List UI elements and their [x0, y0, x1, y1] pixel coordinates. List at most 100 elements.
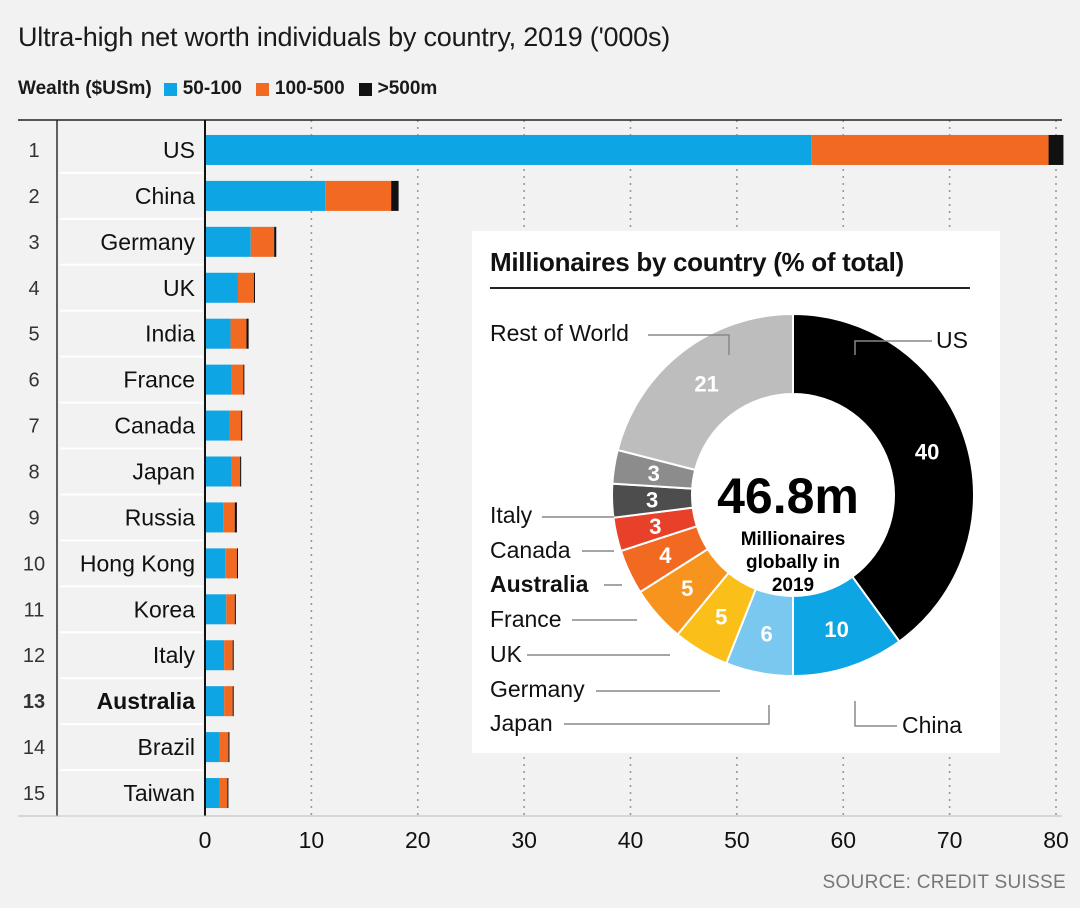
bar-segment	[205, 594, 227, 625]
bar-segment	[205, 686, 225, 717]
slice-label: China	[902, 712, 962, 738]
row-rank: 3	[28, 232, 39, 254]
bar-segment	[205, 134, 812, 165]
bar-segment	[205, 226, 251, 257]
bar-segment	[205, 410, 230, 441]
bar-segment	[232, 640, 234, 671]
country-label: China	[135, 183, 195, 209]
slice-value: 3	[649, 514, 661, 539]
row-rank: 15	[23, 783, 45, 805]
row-rank: 8	[28, 462, 39, 484]
leader-line	[854, 701, 897, 727]
bar-segment	[241, 410, 243, 441]
leader-line	[648, 334, 730, 355]
bar-segment	[237, 272, 254, 303]
bar-segment	[205, 548, 226, 579]
slice-value: 6	[760, 622, 772, 647]
slice-value: 5	[681, 576, 693, 601]
bar-segment	[229, 410, 242, 441]
country-label: Italy	[153, 642, 196, 668]
bar-segment	[205, 502, 224, 533]
bar-segment	[205, 778, 220, 809]
slice-label: Rest of World	[490, 320, 629, 346]
bar-segment	[219, 732, 229, 763]
bar-segment	[205, 640, 225, 671]
x-tick-label: 60	[830, 827, 856, 853]
x-tick-label: 70	[937, 827, 963, 853]
x-tick-label: 0	[199, 827, 212, 853]
row-rank: 12	[23, 645, 45, 667]
bar-segment	[253, 272, 255, 303]
slice-label: US	[936, 327, 968, 353]
bar-segment	[224, 640, 233, 671]
slice-value: 5	[715, 604, 727, 629]
bar-segment	[240, 456, 242, 487]
legend-item-100-500: 100-500	[255, 78, 345, 100]
slice-value: 10	[824, 617, 848, 642]
center-value: 46.8m	[717, 468, 859, 524]
center-caption: 2019	[772, 575, 814, 596]
row-rank: 1	[28, 140, 39, 162]
bar-segment	[274, 226, 277, 257]
x-tick-label: 30	[511, 827, 537, 853]
bar-segment	[234, 502, 237, 533]
bar-segment	[246, 318, 249, 349]
row-rank: 2	[28, 186, 39, 208]
country-label: Brazil	[137, 734, 195, 760]
legend-swatch	[163, 82, 177, 96]
slice-value: 3	[648, 461, 660, 486]
bar-segment	[205, 272, 238, 303]
x-tick-label: 50	[724, 827, 750, 853]
bar-segment	[219, 778, 228, 809]
legend: Wealth ($USm) 50-100 100-500 >500m	[18, 78, 451, 100]
pie-title: Millionaires by country (% of total)	[490, 247, 904, 277]
bar-segment	[325, 180, 392, 211]
legend-label: 50-100	[182, 78, 242, 99]
bar-segment	[231, 456, 241, 487]
country-label: Hong Kong	[80, 550, 195, 576]
slice-value: 21	[694, 372, 718, 397]
row-rank: 11	[24, 599, 45, 621]
country-label: Taiwan	[123, 780, 195, 806]
bar-segment	[226, 594, 235, 625]
slice-label: UK	[490, 641, 523, 667]
bar-segment	[243, 364, 245, 395]
bar-segment	[205, 318, 231, 349]
slice-label: Italy	[490, 502, 533, 528]
country-label: Korea	[134, 596, 196, 622]
legend-item-50-100: 50-100	[163, 78, 242, 100]
slice-value: 4	[659, 543, 672, 568]
leader-line	[854, 340, 932, 355]
bar-segment	[228, 732, 230, 763]
row-rank: 13	[23, 691, 45, 713]
bar-segment	[236, 548, 238, 579]
bar-segment	[231, 364, 244, 395]
bar-segment	[811, 134, 1049, 165]
row-rank: 5	[28, 324, 39, 346]
legend-item-500m: >500m	[358, 78, 437, 100]
slice-value: 40	[915, 439, 939, 464]
bar-segment	[205, 364, 232, 395]
x-tick-label: 80	[1043, 827, 1069, 853]
country-label: Canada	[114, 413, 195, 439]
slice-label: Japan	[490, 710, 553, 736]
bar-segment	[205, 180, 326, 211]
row-rank: 14	[23, 737, 45, 759]
center-caption: globally in	[746, 552, 840, 573]
bar-segment	[250, 226, 275, 257]
slice-label: Australia	[490, 571, 589, 597]
country-label: Australia	[97, 688, 196, 714]
bar-segment	[234, 594, 236, 625]
bar-segment	[391, 180, 399, 211]
row-rank: 7	[28, 416, 39, 438]
bar-segment	[230, 318, 247, 349]
donut-slice	[616, 312, 794, 472]
row-rank: 6	[28, 370, 39, 392]
source-note: SOURCE: CREDIT SUISSE	[822, 872, 1066, 893]
row-rank: 4	[28, 278, 39, 300]
bar-segment	[225, 548, 237, 579]
pie-title-rule	[490, 287, 970, 289]
country-label: UK	[163, 275, 196, 301]
